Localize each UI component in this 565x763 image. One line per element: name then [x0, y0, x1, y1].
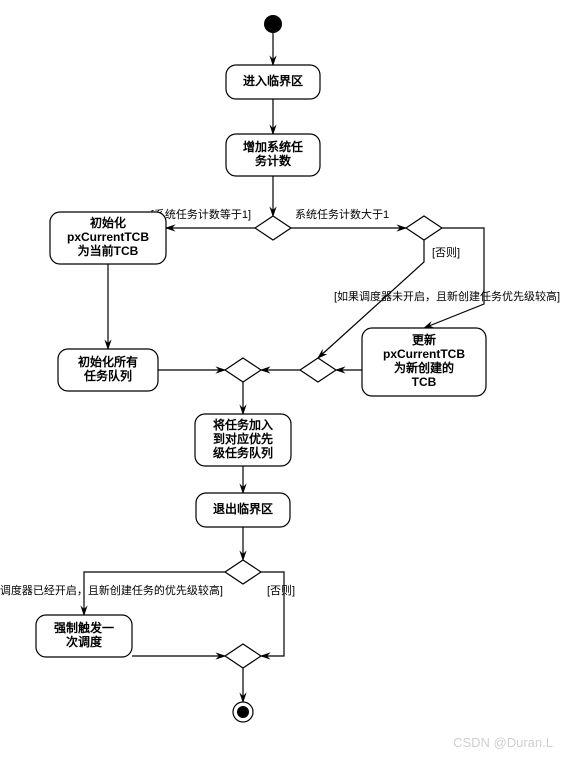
node-label: 任务队列	[83, 368, 132, 383]
node-label: 强制触发一	[54, 620, 114, 635]
node-label: 级任务队列	[213, 445, 273, 460]
edge-label: [否则]	[432, 246, 460, 259]
edge-label: [如果调度器已经开启，且新创建任务的优先级较高]	[0, 583, 223, 597]
edge-label: [如果调度器未开启，且新创建任务优先级较高]	[334, 289, 560, 303]
node-label: 初始化所有	[78, 354, 138, 369]
node-label: 将任务加入	[213, 417, 273, 432]
node-label: 增加系统任	[243, 139, 303, 154]
decision-node	[225, 560, 261, 584]
edge-label: [否则]	[267, 584, 295, 597]
node-label: 到对应优先	[213, 431, 273, 446]
node-label: 务计数	[255, 153, 292, 168]
edge-label: 系统任务计数大于1	[295, 207, 389, 221]
node-label: 初始化	[90, 215, 126, 230]
node-label: 进入临界区	[243, 73, 303, 88]
decision-node	[225, 358, 261, 382]
node-label: pxCurrentTCB	[67, 230, 149, 244]
decision-node	[255, 216, 291, 240]
node-label: TCB	[412, 375, 437, 389]
node-label: 为新创建的	[394, 360, 454, 375]
node-label: 退出临界区	[213, 501, 273, 516]
decision-node	[406, 216, 442, 240]
initial-node	[264, 15, 282, 33]
node-label: 次调度	[66, 634, 103, 649]
node-label: pxCurrentTCB	[383, 347, 465, 361]
decision-node	[225, 644, 261, 668]
edge	[424, 228, 484, 328]
node-label: 更新	[412, 332, 436, 347]
node-label: 为当前TCB	[78, 243, 139, 258]
watermark: CSDN @Duran.L	[453, 735, 553, 750]
decision-node	[300, 358, 336, 382]
final-node-dot	[237, 706, 249, 718]
